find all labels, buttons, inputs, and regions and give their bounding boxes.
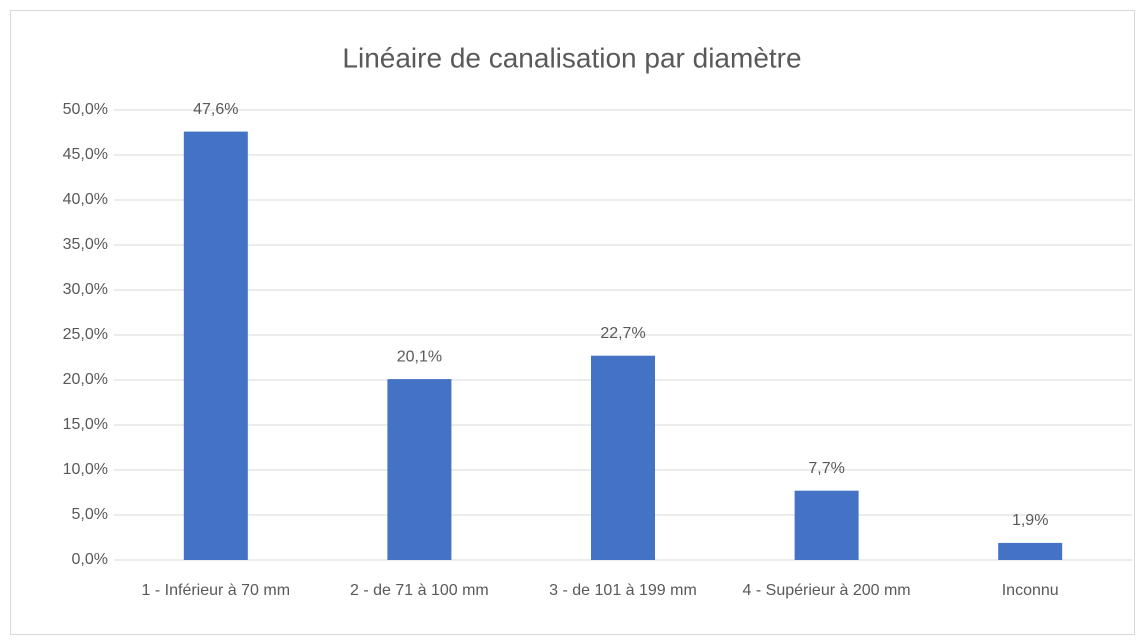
bar xyxy=(998,542,1063,560)
x-tick-label: 3 - de 101 à 199 mm xyxy=(549,582,697,599)
x-tick-label: Inconnu xyxy=(1001,582,1059,599)
y-tick-label: 30,0% xyxy=(63,281,108,298)
y-tick-label: 45,0% xyxy=(63,146,108,163)
y-tick-label: 25,0% xyxy=(63,326,108,343)
data-label: 7,7% xyxy=(808,460,844,477)
chart-border xyxy=(10,10,1135,635)
y-tick-label: 15,0% xyxy=(63,416,108,433)
bar xyxy=(591,355,655,560)
y-tick-label: 10,0% xyxy=(63,461,108,478)
data-label: 1,9% xyxy=(1012,512,1048,529)
y-tick-label: 35,0% xyxy=(63,236,108,253)
y-tick-label: 50,0% xyxy=(63,101,108,118)
data-label: 47,6% xyxy=(193,101,238,118)
x-tick-label: 4 - Supérieur à 200 mm xyxy=(742,582,911,599)
x-tick-label: 1 - Inférieur à 70 mm xyxy=(141,582,291,599)
bar xyxy=(183,131,248,560)
y-tick-label: 20,0% xyxy=(63,371,108,388)
y-tick-label: 0,0% xyxy=(72,551,108,568)
y-tick-label: 5,0% xyxy=(72,506,108,523)
data-label: 22,7% xyxy=(600,325,645,342)
bar xyxy=(387,379,452,560)
data-label: 20,1% xyxy=(397,348,442,365)
bar xyxy=(794,490,859,560)
x-tick-label: 2 - de 71 à 100 mm xyxy=(350,582,489,599)
y-tick-label: 40,0% xyxy=(63,191,108,208)
chart-title: Linéaire de canalisation par diamètre xyxy=(342,42,801,73)
